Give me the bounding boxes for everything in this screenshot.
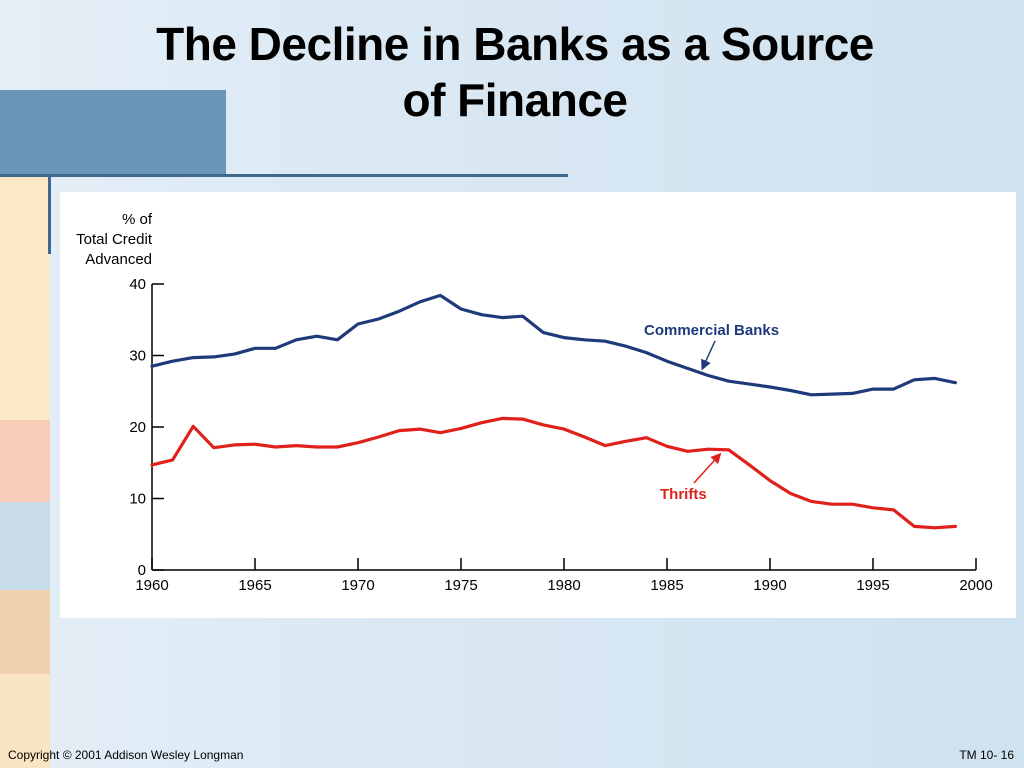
strip-segment-cream — [0, 175, 50, 420]
y-tick-label: 30 — [129, 348, 146, 365]
chart-ticks: 0 10 20 30 40 1960 1965 1970 1975 1980 1985 1990 199… — [129, 276, 992, 594]
x-tick-label: 1970 — [341, 577, 374, 594]
strip-segment-blue — [0, 502, 50, 590]
slide-number: TM 10- 16 — [959, 748, 1014, 762]
series-line-commercial-banks — [150, 293, 958, 397]
slide-title: The Decline in Banks as a Source of Fina… — [90, 16, 940, 128]
y-tick-label: 10 — [129, 491, 146, 508]
x-tick-label: 1990 — [753, 577, 786, 594]
strip-segment-salmon — [0, 420, 50, 502]
decorative-blue-block — [0, 90, 226, 174]
x-tick-label: 2000 — [959, 577, 992, 594]
annotation-arrow-commercial-banks — [701, 340, 716, 371]
chart-annotations: Commercial Banks Thrifts — [644, 322, 779, 503]
x-tick-label: 1985 — [650, 577, 683, 594]
y-axis-label-line: % of — [122, 211, 153, 228]
chart-panel: % of Total Credit Advanced 0 10 20 30 40 1960 19… — [60, 192, 1016, 618]
annotation-arrow-thrifts — [693, 452, 722, 484]
strip-segment-cream-bottom — [0, 674, 50, 768]
chart-series — [150, 293, 958, 530]
y-axis-label-line: Total Credit — [76, 231, 153, 248]
strip-segment-tan — [0, 590, 50, 674]
x-tick-label: 1995 — [856, 577, 889, 594]
y-axis-label-line: Advanced — [85, 251, 152, 268]
x-tick-label: 1965 — [238, 577, 271, 594]
x-tick-label: 1960 — [135, 577, 168, 594]
x-tick-label: 1980 — [547, 577, 580, 594]
slide-title-line1: The Decline in Banks as a Source — [156, 18, 874, 70]
y-tick-label: 20 — [129, 419, 146, 436]
copyright-text: Copyright © 2001 Addison Wesley Longman — [8, 748, 244, 762]
y-tick-label: 0 — [138, 562, 146, 579]
x-tick-label: 1975 — [444, 577, 477, 594]
decorative-vertical-line — [48, 176, 51, 254]
series-line-thrifts — [150, 416, 958, 530]
annotation-thrifts: Thrifts — [660, 486, 707, 503]
slide-title-line2: of Finance — [402, 74, 628, 126]
y-axis-label: % of Total Credit Advanced — [76, 211, 153, 268]
decorative-divider-line — [0, 174, 568, 177]
left-decorative-strip — [0, 175, 50, 768]
line-chart: % of Total Credit Advanced 0 10 20 30 40 1960 19… — [76, 211, 993, 594]
annotation-commercial-banks: Commercial Banks — [644, 322, 779, 339]
y-tick-label: 40 — [129, 276, 146, 293]
chart-axes — [151, 284, 976, 571]
